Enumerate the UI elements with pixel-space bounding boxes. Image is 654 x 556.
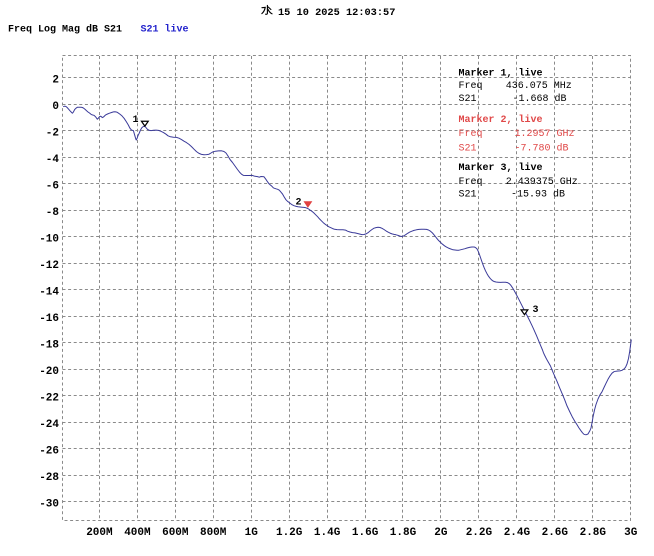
svg-text:-16: -16 [39, 313, 59, 325]
svg-text:1.8G: 1.8G [390, 527, 417, 539]
svg-text:-2: -2 [46, 127, 59, 139]
svg-text:S21: S21 [459, 143, 477, 154]
svg-text:-18: -18 [39, 339, 59, 351]
svg-text:2.6G: 2.6G [542, 527, 569, 539]
svg-text:S21: S21 [459, 189, 477, 200]
svg-text:1.4G: 1.4G [314, 527, 341, 539]
svg-text:Freq: Freq [459, 81, 483, 92]
svg-text:-28: -28 [39, 472, 59, 484]
svg-text:-8: -8 [46, 207, 60, 219]
svg-text:600M: 600M [162, 527, 189, 539]
svg-text:2G: 2G [434, 527, 448, 539]
svg-text:200M: 200M [86, 527, 113, 539]
svg-text:-22: -22 [39, 392, 59, 404]
svg-text:1: 1 [133, 115, 139, 126]
svg-text:3: 3 [533, 305, 539, 316]
svg-text:-1.668 dB: -1.668 dB [513, 93, 567, 105]
svg-text:-4: -4 [46, 154, 60, 166]
svg-text:2.439375 GHz: 2.439375 GHz [506, 177, 578, 188]
svg-text:-24: -24 [39, 419, 59, 431]
svg-text:S21: S21 [459, 94, 477, 105]
svg-text:-15.93 dB: -15.93 dB [511, 188, 565, 200]
svg-text:Freq: Freq [459, 177, 483, 188]
svg-text:Marker 3, live: Marker 3, live [459, 162, 543, 174]
svg-text:1.6G: 1.6G [352, 527, 379, 539]
svg-text:-14: -14 [39, 286, 59, 298]
svg-text:2.2G: 2.2G [466, 527, 493, 539]
svg-text:S21 live: S21 live [141, 24, 189, 36]
svg-text:Freq: Freq [459, 129, 483, 140]
svg-text:15 10 2025 12:03:57: 15 10 2025 12:03:57 [278, 7, 395, 19]
svg-text:-12: -12 [39, 260, 59, 272]
svg-text:-30: -30 [39, 498, 59, 510]
svg-text:400M: 400M [124, 527, 151, 539]
svg-text:Freq Log Mag dB S21: Freq Log Mag dB S21 [8, 24, 122, 36]
svg-text:3G: 3G [624, 527, 638, 539]
svg-text:1.2G: 1.2G [276, 527, 303, 539]
svg-text:436.075 MHz: 436.075 MHz [506, 81, 572, 92]
svg-text:-26: -26 [39, 445, 59, 457]
svg-text:2: 2 [52, 74, 59, 86]
svg-text:800M: 800M [200, 527, 227, 539]
svg-text:2.8G: 2.8G [580, 527, 607, 539]
svg-text:1.2957 GHz: 1.2957 GHz [515, 129, 575, 140]
svg-text:Marker 1, live: Marker 1, live [459, 67, 543, 79]
svg-text:-20: -20 [39, 366, 59, 378]
svg-text:-10: -10 [39, 233, 59, 245]
svg-text:0: 0 [52, 101, 59, 113]
svg-text:-6: -6 [46, 180, 59, 192]
svg-text:-7.780 dB: -7.780 dB [515, 142, 569, 154]
svg-text:2.4G: 2.4G [504, 527, 531, 539]
svg-text:2: 2 [296, 198, 302, 209]
svg-text:1G: 1G [245, 527, 259, 539]
svg-text:Marker 2, live: Marker 2, live [459, 114, 543, 126]
